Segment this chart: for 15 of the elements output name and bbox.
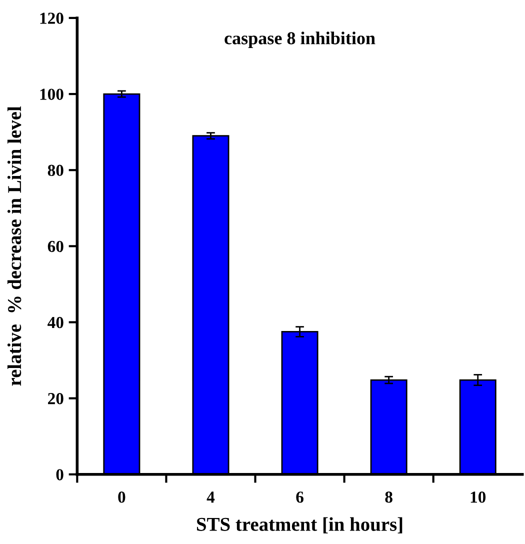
y-tick-label: 100 (40, 88, 64, 100)
y-tick-label: 120 (40, 12, 64, 24)
x-tick-label: 0 (118, 492, 126, 503)
y-axis-title: relative % decrease in Livin level (7, 106, 22, 386)
x-tick-label: 4 (206, 492, 215, 503)
x-tick-label: 8 (385, 492, 392, 503)
y-tick-label: 60 (48, 240, 64, 252)
y-tick-label: 20 (48, 393, 64, 404)
x-tick-label: 6 (296, 492, 304, 503)
text: caspase 8 inhibition (224, 32, 376, 48)
x-tick-label: 10 (470, 492, 486, 503)
y-tick-label: 0 (56, 469, 64, 480)
x-axis-title: STS treatment [in hours] (197, 517, 402, 534)
y-tick-label: 40 (48, 316, 64, 328)
y-tick-label: 80 (48, 164, 64, 176)
